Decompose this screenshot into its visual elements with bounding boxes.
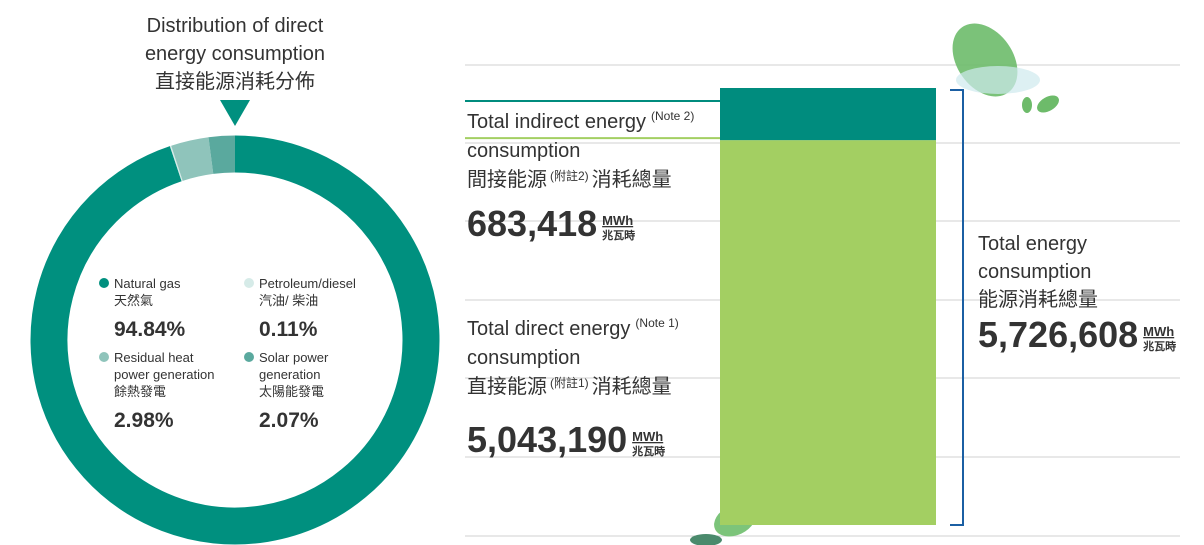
value-label: 683,418 xyxy=(467,203,597,244)
unit-label: 兆瓦時 xyxy=(1143,339,1176,353)
legend-label: power generation xyxy=(114,367,214,382)
donut-slice xyxy=(30,135,440,545)
value-label: 2.07% xyxy=(259,409,319,432)
legend-label: Natural gas xyxy=(114,276,181,291)
chart-title: 直接能源消耗分佈 xyxy=(155,70,315,93)
legend-dot xyxy=(99,352,109,362)
legend-label: 天然氣 xyxy=(114,293,153,308)
series-name-part: 間接能源 xyxy=(467,168,547,191)
series-name-part: 消耗總量 xyxy=(592,168,672,191)
total-label: 5,726,608 xyxy=(978,314,1138,355)
series-name: consumption xyxy=(467,140,580,162)
legend-label: Residual heat xyxy=(114,350,194,365)
series-name-part: 消耗總量 xyxy=(592,375,672,398)
legend-label: Petroleum/diesel xyxy=(259,276,356,291)
series-name-part: Total indirect energy xyxy=(467,111,646,133)
bar-segment xyxy=(720,88,936,141)
leaf xyxy=(1037,95,1059,113)
series-name-zh: 直接能源 (附註1) 消耗總量 xyxy=(467,375,672,398)
unit-label: 兆瓦時 xyxy=(632,444,665,458)
chart-title: energy consumption xyxy=(145,43,325,65)
leaf xyxy=(690,534,722,545)
leaf xyxy=(956,66,1040,94)
note: (附註1) xyxy=(550,376,589,390)
leaf xyxy=(1022,97,1032,113)
legend-label: 太陽能發電 xyxy=(259,384,324,399)
note: (Note 1) xyxy=(635,316,678,330)
value-label: 2.98% xyxy=(114,409,174,432)
value-label: 5,043,190 xyxy=(467,419,627,460)
value-label: 0.11% xyxy=(259,318,318,341)
bar-segment xyxy=(720,140,936,526)
donut-slice xyxy=(208,135,236,174)
legend-label: generation xyxy=(259,367,320,382)
series-name-part: Total direct energy xyxy=(467,318,630,340)
unit-label: MWh xyxy=(602,213,633,228)
total-name: consumption xyxy=(978,261,1091,283)
total-name: Total energy xyxy=(978,233,1087,255)
series-name-part: 直接能源 xyxy=(467,375,547,398)
legend-label: Solar power xyxy=(259,350,329,365)
total-bracket xyxy=(950,89,964,526)
note: (附註2) xyxy=(550,169,589,183)
unit-label: MWh xyxy=(1143,324,1174,339)
legend-dot xyxy=(99,278,109,288)
note: (Note 2) xyxy=(651,109,694,123)
series-name: Total indirect energy (Note 2) xyxy=(467,109,694,133)
legend-label: 餘熱發電 xyxy=(114,384,166,399)
unit-label: 兆瓦時 xyxy=(602,228,635,242)
pointer-triangle xyxy=(220,100,250,126)
total-name: 能源消耗總量 xyxy=(978,288,1098,311)
chart-title: Distribution of direct xyxy=(147,15,324,37)
legend-label: 汽油/ 柴油 xyxy=(259,293,318,308)
series-name: consumption xyxy=(467,347,580,369)
series-name-zh: 間接能源 (附註2) 消耗總量 xyxy=(467,168,672,191)
series-name: Total direct energy (Note 1) xyxy=(467,316,679,340)
legend-dot xyxy=(244,352,254,362)
leaf xyxy=(952,23,1018,97)
donut-slice xyxy=(171,137,214,181)
unit-label: MWh xyxy=(632,429,663,444)
value-label: 94.84% xyxy=(114,318,186,341)
legend-dot xyxy=(244,278,254,288)
